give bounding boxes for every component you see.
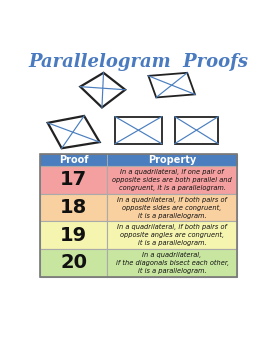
Bar [40, 222, 107, 249]
Bar [40, 249, 107, 277]
Text: 20: 20 [60, 253, 87, 273]
Bar [40, 154, 237, 166]
Bar [40, 194, 107, 222]
Text: Proof: Proof [59, 155, 88, 165]
Bar [40, 154, 237, 277]
Text: Property: Property [148, 155, 196, 165]
Text: In a quadrilateral,
if the diagonals bisect each other,
it is a parallelogram.: In a quadrilateral, if the diagonals bis… [116, 252, 229, 274]
Text: 18: 18 [60, 198, 87, 217]
Text: 19: 19 [60, 226, 87, 245]
Text: In a quadrilateral, if one pair of
opposite sides are both parallel and
congruen: In a quadrilateral, if one pair of oppos… [112, 169, 232, 191]
Text: 17: 17 [60, 170, 87, 189]
Text: In a quadrilateral, if both pairs of
opposite sides are congruent,
it is a paral: In a quadrilateral, if both pairs of opp… [117, 197, 227, 218]
Bar [107, 249, 237, 277]
Bar [107, 222, 237, 249]
Bar [107, 194, 237, 222]
Text: In a quadrilateral, if both pairs of
opposite angles are congruent,
it is a para: In a quadrilateral, if both pairs of opp… [117, 224, 227, 246]
Text: Parallelogram  Proofs: Parallelogram Proofs [28, 53, 248, 71]
Bar [107, 166, 237, 194]
Bar [40, 166, 107, 194]
